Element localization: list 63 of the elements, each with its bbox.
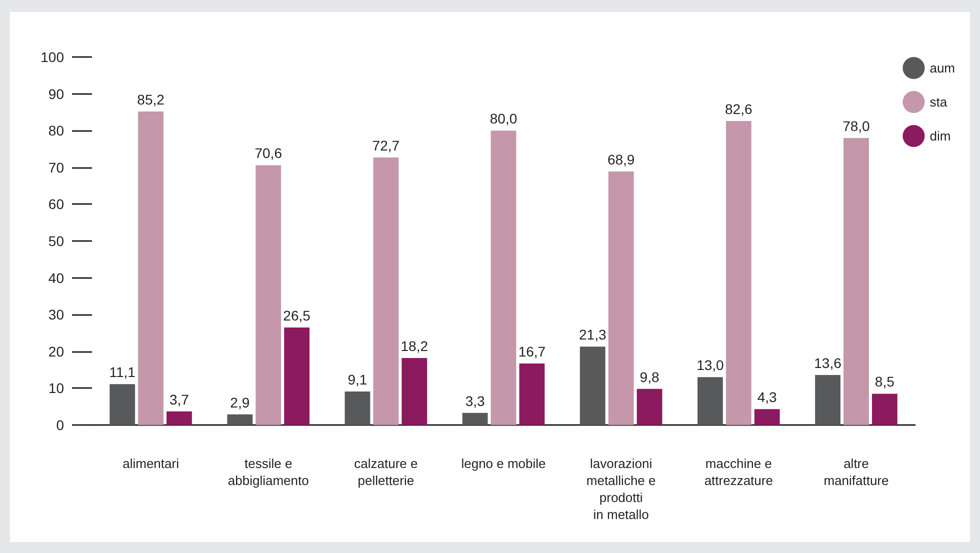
x-tick-label: legno e mobile (461, 456, 546, 471)
y-tick-label: 100 (40, 49, 64, 65)
bar (519, 364, 545, 425)
bar (110, 384, 136, 425)
legend-label: aum (930, 60, 956, 76)
data-label: 4,3 (757, 389, 778, 406)
data-label: 68,9 (607, 151, 635, 168)
data-label: 3,3 (465, 392, 485, 409)
bar (344, 392, 370, 425)
y-tick-label: 80 (48, 122, 64, 139)
y-tick-label: 60 (48, 196, 64, 212)
data-label: 72,7 (372, 137, 400, 154)
bar (462, 412, 488, 425)
bar (256, 165, 282, 425)
data-label: 2,9 (230, 394, 250, 410)
data-label: 11,1 (109, 364, 136, 380)
x-tick-label: tessile e abbigliamento (228, 456, 309, 488)
data-label: 78,0 (842, 118, 870, 134)
x-tick-label: altre manifatture (824, 456, 889, 488)
y-tick-label: 50 (48, 233, 64, 249)
bar (227, 414, 253, 425)
data-label: 18,2 (400, 338, 428, 354)
data-label: 13,6 (814, 354, 842, 371)
bar (490, 130, 516, 425)
bar (754, 409, 780, 425)
y-tick-label: 90 (48, 86, 64, 102)
data-label: 70,6 (254, 145, 282, 162)
data-label: 82,6 (725, 101, 752, 118)
bar (166, 411, 192, 425)
data-label: 16,7 (518, 344, 546, 360)
bar (815, 374, 840, 425)
bar (844, 138, 869, 425)
data-label: 13,0 (696, 357, 724, 374)
y-tick-label: 30 (48, 306, 64, 323)
data-label: 9,1 (348, 372, 368, 388)
bar (726, 121, 752, 425)
data-label: 8,5 (874, 374, 895, 390)
bar (373, 157, 399, 425)
bar (697, 377, 723, 425)
bar (284, 327, 310, 425)
data-label: 26,5 (283, 307, 311, 324)
bar (636, 388, 662, 425)
x-tick-label: alimentari (122, 456, 180, 471)
bar (138, 111, 164, 425)
legend-label: dim (930, 128, 951, 144)
legend-label: sta (930, 94, 948, 110)
x-tick-label: macchine e attrezzature (704, 456, 773, 488)
bar (872, 394, 898, 425)
bar (402, 358, 428, 425)
data-label: 9,8 (640, 368, 660, 385)
y-tick-label: 0 (56, 417, 64, 433)
y-tick-label: 70 (48, 159, 64, 176)
data-label: 85,2 (137, 91, 165, 108)
bar (608, 171, 634, 425)
data-label: 3,7 (170, 391, 190, 408)
y-tick-label: 20 (48, 343, 64, 360)
y-tick-label: 40 (48, 270, 64, 286)
x-tick-label: lavorazioni metalliche e prodotti in metallo (586, 456, 656, 522)
x-tick-label: calzature e pelletterie (354, 456, 418, 488)
data-label: 80,0 (490, 110, 518, 127)
data-label: 21,3 (578, 326, 606, 343)
bar (580, 346, 606, 425)
y-tick-label: 10 (48, 380, 64, 396)
